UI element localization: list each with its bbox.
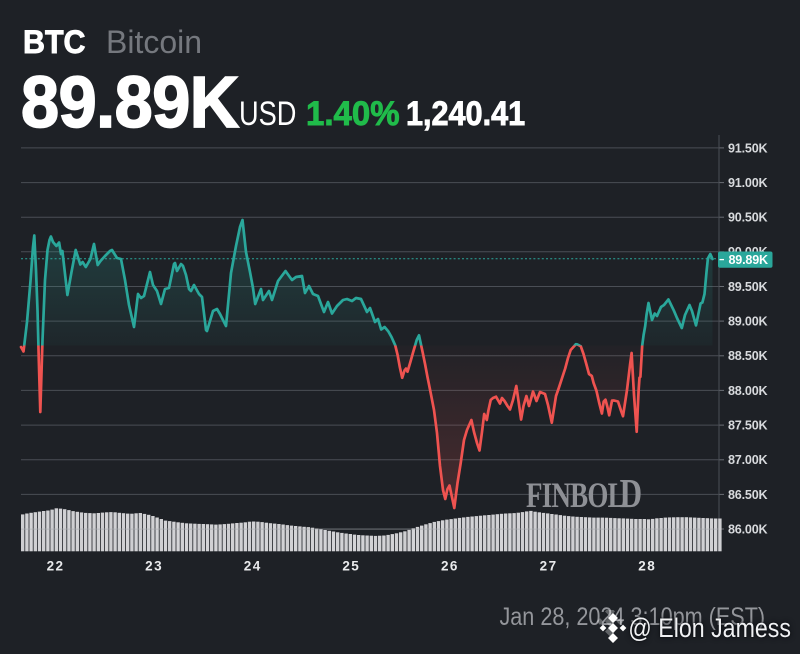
svg-text:23: 23 [145, 559, 163, 574]
svg-text:25: 25 [342, 559, 360, 574]
svg-text:26: 26 [441, 559, 459, 574]
svg-text:91.50K: 91.50K [728, 141, 768, 155]
svg-text:88.50K: 88.50K [728, 349, 768, 363]
svg-text:91.00K: 91.00K [728, 176, 768, 190]
svg-text:86.50K: 86.50K [728, 488, 768, 502]
svg-text:86.00K: 86.00K [728, 522, 768, 536]
svg-text:27: 27 [540, 559, 558, 574]
svg-text:89.50K: 89.50K [728, 280, 768, 294]
svg-text:22: 22 [47, 559, 65, 574]
svg-text:28: 28 [638, 559, 656, 574]
svg-text:89.89K: 89.89K [729, 253, 769, 267]
svg-text:24: 24 [244, 559, 262, 574]
svg-text:87.00K: 87.00K [728, 453, 768, 467]
svg-text:90.50K: 90.50K [728, 211, 768, 225]
svg-text:88.00K: 88.00K [728, 384, 768, 398]
svg-text:87.50K: 87.50K [728, 419, 768, 433]
svg-text:89.00K: 89.00K [728, 315, 768, 329]
